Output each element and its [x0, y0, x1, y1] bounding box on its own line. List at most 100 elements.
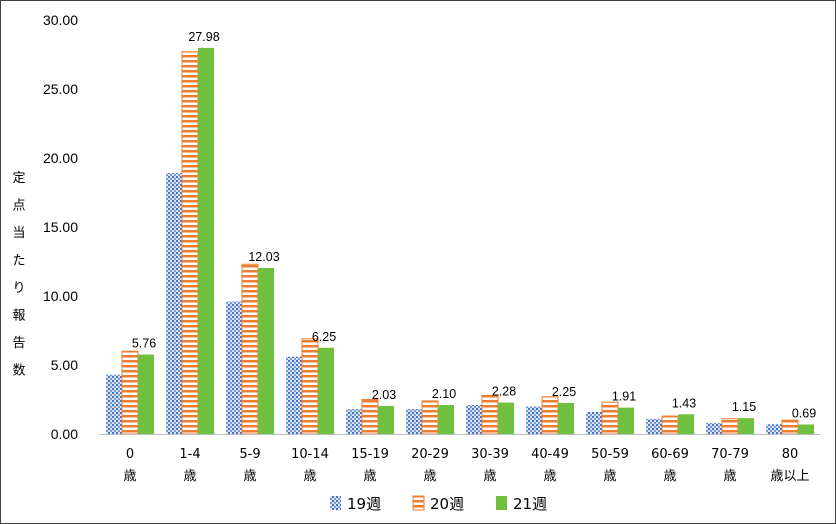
data-label: 2.10 — [432, 387, 456, 401]
bar-19週-6 — [466, 405, 482, 434]
bar-21週-6 — [498, 402, 514, 434]
y-label-char: り — [12, 281, 25, 296]
x-tick-label-unit: 歳 — [663, 469, 676, 484]
y-label-char: 当 — [12, 226, 25, 241]
legend-swatch-20週 — [412, 495, 425, 511]
x-tick-label: 15-19 — [351, 447, 389, 462]
bar-19週-8 — [586, 411, 602, 434]
bar-19週-11 — [766, 424, 782, 434]
bar-20週-1 — [181, 51, 199, 435]
bar-20週-10 — [721, 418, 739, 435]
y-tick-label: 25.00 — [43, 81, 78, 97]
bar-21週-0 — [138, 354, 154, 434]
x-tick-label: 40-49 — [531, 447, 569, 462]
data-label: 27.98 — [188, 30, 219, 44]
bar-20週-9 — [661, 415, 679, 435]
y-label-char: 告 — [12, 336, 25, 351]
bar-21週-5 — [438, 405, 454, 434]
x-tick-label: 20-29 — [411, 447, 449, 462]
bar-20週-3 — [301, 338, 319, 435]
y-label-char: た — [12, 254, 25, 269]
bar-20週-4 — [361, 399, 379, 435]
bar-20週-8 — [601, 401, 619, 435]
bar-20週-6 — [481, 394, 499, 435]
bar-21週-10 — [738, 418, 754, 434]
bar-20週-11 — [781, 419, 799, 435]
legend-swatch-21週 — [496, 496, 507, 510]
y-tick-label: 20.00 — [43, 150, 78, 166]
x-tick-label-unit: 歳 — [363, 469, 376, 484]
bar-21週-9 — [678, 414, 694, 434]
bar-20週-5 — [421, 400, 439, 435]
bar-20週-7 — [541, 396, 559, 435]
data-label: 5.76 — [132, 337, 156, 351]
bar-19週-1 — [166, 173, 182, 434]
data-label: 2.25 — [552, 385, 576, 399]
bar-19週-3 — [286, 356, 302, 434]
x-tick-label-unit: 歳 — [423, 469, 436, 484]
x-tick-label: 1-4 — [179, 447, 200, 462]
bar-20週-2 — [241, 263, 259, 435]
x-tick-label: 0 — [126, 447, 134, 462]
x-tick-label: 70-79 — [711, 447, 749, 462]
x-tick-label-unit: 歳 — [723, 469, 736, 484]
x-tick-label-unit: 歳 — [183, 469, 196, 484]
bar-19週-7 — [526, 406, 542, 434]
legend: 19週 20週 21週 — [330, 495, 547, 513]
data-label: 12.03 — [248, 250, 279, 264]
bar-21週-4 — [378, 405, 394, 434]
y-tick-label: 0.00 — [51, 426, 78, 442]
x-tick-label-unit: 歳 — [243, 469, 256, 484]
y-label-char: 点 — [12, 199, 25, 214]
bar-21週-7 — [558, 402, 574, 434]
y-tick-label: 30.00 — [43, 12, 78, 28]
x-tick-label-unit: 歳以上 — [770, 469, 809, 484]
data-label: 2.28 — [492, 385, 516, 399]
bar-19週-10 — [706, 422, 722, 434]
data-label: 0.69 — [792, 406, 816, 420]
x-tick-label: 50-59 — [591, 447, 629, 462]
bar-21週-2 — [258, 267, 274, 434]
bar-19週-5 — [406, 409, 422, 434]
x-tick-label-unit: 歳 — [603, 469, 616, 484]
x-tick-label-unit: 歳 — [123, 469, 136, 484]
x-tick-label: 30-39 — [471, 447, 509, 462]
data-labels: 5.76 27.98 12.03 6.25 2.03 2.10 2.28 2.25 1.91 1.… — [132, 30, 816, 421]
x-tick-label: 5-9 — [239, 447, 260, 462]
bar-19週-2 — [226, 301, 242, 434]
bar-21週-8 — [618, 407, 634, 434]
x-tick-label-unit: 歳 — [483, 469, 496, 484]
y-tick-label: 15.00 — [43, 219, 78, 235]
y-tick-label: 10.00 — [43, 288, 78, 304]
bar-21週-1 — [198, 47, 214, 434]
y-label-char: 報 — [12, 309, 25, 324]
y-label-char: 定 — [12, 171, 25, 186]
bar-19週-0 — [106, 374, 122, 434]
legend-swatch-19週 — [330, 496, 341, 510]
bar-21週-11 — [798, 424, 814, 434]
x-tick-label: 10-14 — [291, 447, 329, 462]
bar-19週-9 — [646, 418, 662, 434]
bar-20週-0 — [121, 350, 139, 435]
x-axis: 0 歳 1-4 歳 5-9 歳 10-14 歳 15-19 歳 20-29 歳 30-39 歳 40-49 歳… — [123, 447, 809, 484]
data-label: 1.15 — [732, 400, 756, 414]
bar-19週-4 — [346, 409, 362, 434]
y-tick-label: 5.00 — [51, 357, 78, 373]
bars — [106, 47, 814, 435]
x-tick-label: 60-69 — [651, 447, 689, 462]
x-tick-label-unit: 歳 — [543, 469, 556, 484]
data-label: 1.91 — [612, 390, 636, 404]
legend-label: 21週 — [513, 495, 547, 513]
data-label: 2.03 — [372, 388, 396, 402]
y-label-char: 数 — [12, 364, 25, 379]
bar-21週-3 — [318, 347, 334, 434]
x-tick-label: 80 — [782, 447, 799, 462]
y-axis: 0.00 5.00 10.00 15.00 20.00 25.00 30.00 — [43, 12, 78, 442]
legend-label: 20週 — [430, 495, 464, 513]
x-tick-label-unit: 歳 — [303, 469, 316, 484]
legend-label: 19週 — [347, 495, 381, 513]
data-label: 1.43 — [672, 396, 696, 410]
